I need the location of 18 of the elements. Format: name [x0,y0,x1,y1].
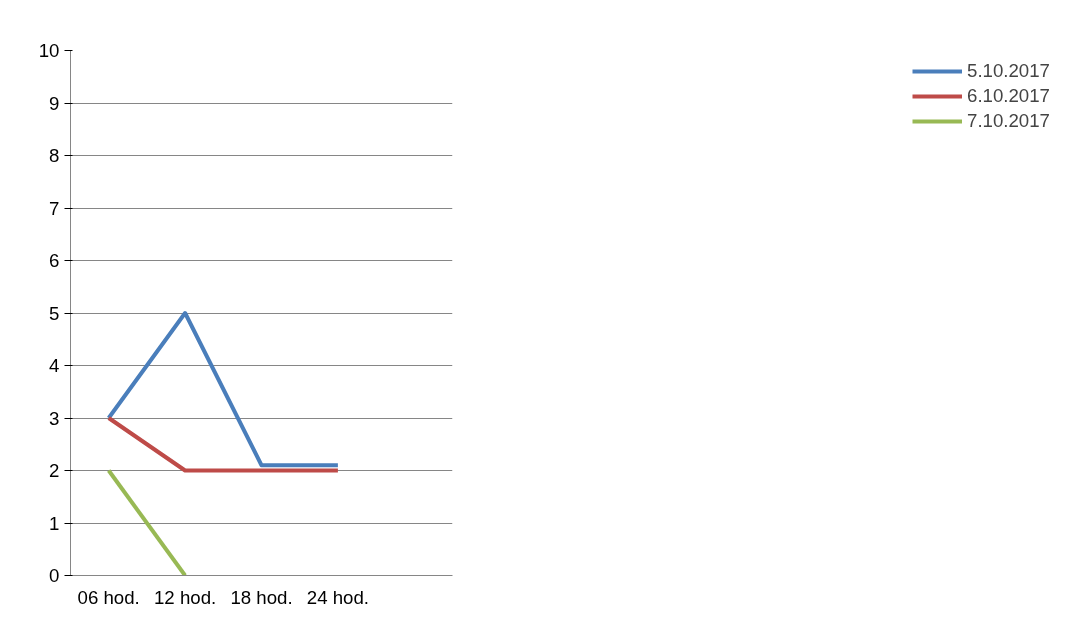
y-tick-label: 5 [49,302,60,324]
legend-label: 5.10.2017 [967,60,1050,82]
y-tick-label: 7 [49,197,60,219]
y-tick-label: 10 [38,40,60,61]
y-tick-label: 4 [49,355,60,376]
x-tick-label: 24 hod. [306,586,370,608]
legend-label: 6.10.2017 [967,85,1050,107]
x-tick-label: 18 hod. [230,586,293,608]
y-tick-label: 8 [49,145,60,166]
x-tick-label: 06 hod. [77,586,140,608]
y-tick-label: 0 [49,565,60,586]
y-tick-label: 2 [49,460,60,481]
y-tick-label: 6 [49,250,60,271]
y-tick-label: 1 [49,512,60,534]
legend-label: 7.10.2017 [967,110,1050,132]
x-tick-label: 12 hod. [153,586,217,608]
y-tick-label: 9 [49,92,60,114]
y-tick-label: 3 [49,407,60,429]
